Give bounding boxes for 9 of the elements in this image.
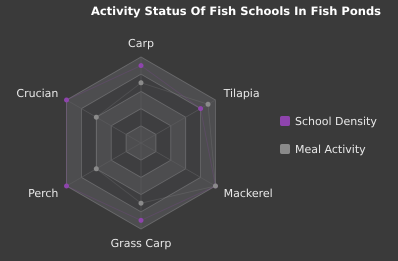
spoke-label: Crucian: [16, 87, 58, 100]
spoke-label: Tilapia: [222, 87, 260, 100]
spoke-label: Carp: [128, 37, 154, 50]
spoke-label: Grass Carp: [110, 237, 172, 250]
chart-title: Activity Status Of Fish Schools In Fish Ponds: [90, 4, 382, 18]
legend-label: School Density: [295, 115, 378, 128]
legend-label: Meal Activity: [295, 143, 366, 156]
spoke-label: Mackerel: [224, 187, 273, 200]
spoke-label: Perch: [28, 187, 58, 200]
